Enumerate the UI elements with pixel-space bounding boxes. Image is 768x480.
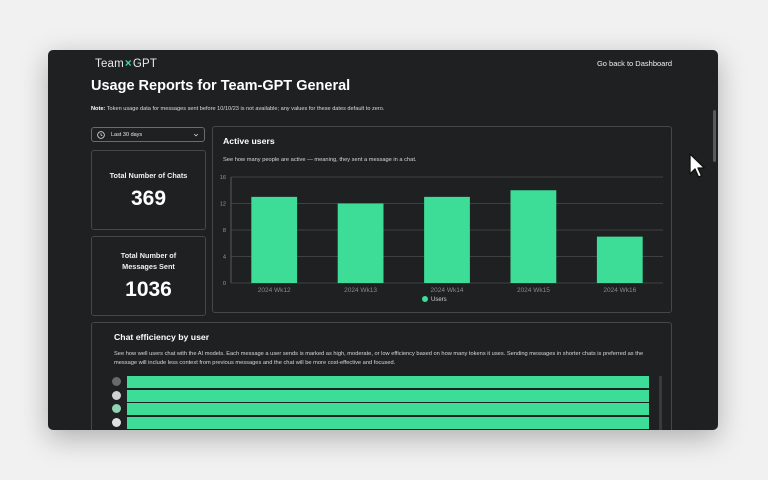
efficiency-scrollbar[interactable] bbox=[659, 376, 662, 430]
x-tick-label: 2024 Wk12 bbox=[258, 287, 291, 294]
token-usage-note: Note: Token usage data for messages sent… bbox=[91, 106, 384, 112]
chat-efficiency-card: Chat efficiency by user See how well use… bbox=[91, 322, 672, 430]
bar-2024-wk15 bbox=[510, 190, 557, 283]
bar-2024-wk13 bbox=[337, 203, 384, 283]
bar-2024-wk16 bbox=[596, 236, 643, 283]
mouse-cursor-icon bbox=[689, 153, 706, 178]
user-avatar-icon bbox=[112, 417, 121, 427]
user-avatar-icon bbox=[112, 404, 121, 413]
efficiency-row bbox=[100, 403, 660, 415]
clock-icon bbox=[97, 130, 105, 139]
x-tick-label: 2024 Wk14 bbox=[431, 287, 464, 294]
efficiency-bar[interactable] bbox=[127, 416, 649, 429]
date-range-value: Last 30 days bbox=[111, 131, 143, 138]
team-gpt-logo[interactable]: Team×GPT bbox=[95, 58, 158, 70]
date-range-select[interactable]: Last 30 days bbox=[91, 127, 205, 142]
y-tick-label: 0 bbox=[223, 281, 226, 287]
page-title: Usage Reports for Team-GPT General bbox=[91, 78, 351, 94]
efficiency-bar[interactable] bbox=[127, 403, 649, 415]
note-label: Note: bbox=[91, 106, 106, 112]
window-scrollbar[interactable] bbox=[713, 110, 716, 162]
total-messages-label: Total Number of Messages Sent bbox=[120, 251, 177, 272]
note-text: Token usage data for messages sent befor… bbox=[106, 106, 385, 112]
brand-separator: × bbox=[124, 58, 132, 70]
efficiency-bar[interactable] bbox=[127, 389, 649, 402]
x-tick-label: 2024 Wk13 bbox=[344, 287, 377, 294]
active-users-description: See how many people are active — meaning… bbox=[223, 157, 417, 163]
total-messages-card: Total Number of Messages Sent 1036 bbox=[91, 236, 206, 316]
chat-efficiency-title: Chat efficiency by user bbox=[114, 332, 210, 342]
bar-2024-wk12 bbox=[251, 196, 298, 283]
x-tick-label: 2024 Wk16 bbox=[603, 287, 636, 294]
total-chats-label: Total Number of Chats bbox=[109, 171, 188, 180]
legend-label: Users bbox=[431, 297, 447, 303]
chat-efficiency-description: See how well users chat with the AI mode… bbox=[114, 351, 644, 366]
y-tick-label: 12 bbox=[220, 202, 226, 208]
y-tick-label: 4 bbox=[223, 255, 226, 261]
efficiency-row bbox=[100, 389, 660, 402]
active-users-chart: 0 4 8 12 16 2024 Wk12 2024 Wk13 2024 Wk14 2024 W… bbox=[220, 175, 663, 303]
y-tick-label: 16 bbox=[220, 175, 226, 181]
legend-swatch bbox=[422, 296, 428, 302]
chevron-down-icon bbox=[193, 133, 199, 136]
y-tick-label: 8 bbox=[223, 228, 226, 234]
total-chats-value: 369 bbox=[130, 187, 167, 210]
back-to-dashboard-link[interactable]: Go back to Dashboard bbox=[596, 59, 672, 68]
total-messages-value: 1036 bbox=[125, 278, 172, 301]
app-window: Team×GPT Go back to Dashboard Usage Repo… bbox=[48, 50, 718, 430]
user-avatar-icon bbox=[112, 390, 121, 400]
x-tick-label: 2024 Wk15 bbox=[517, 287, 550, 294]
active-users-title: Active users bbox=[223, 136, 275, 146]
user-avatar-icon bbox=[112, 377, 121, 386]
bar-2024-wk14 bbox=[424, 196, 470, 283]
efficiency-row bbox=[100, 376, 660, 388]
efficiency-row bbox=[100, 416, 660, 429]
efficiency-bar[interactable] bbox=[127, 376, 649, 388]
active-users-card: Active users See how many people are act… bbox=[212, 126, 672, 313]
total-chats-card: Total Number of Chats 369 bbox=[91, 150, 206, 230]
